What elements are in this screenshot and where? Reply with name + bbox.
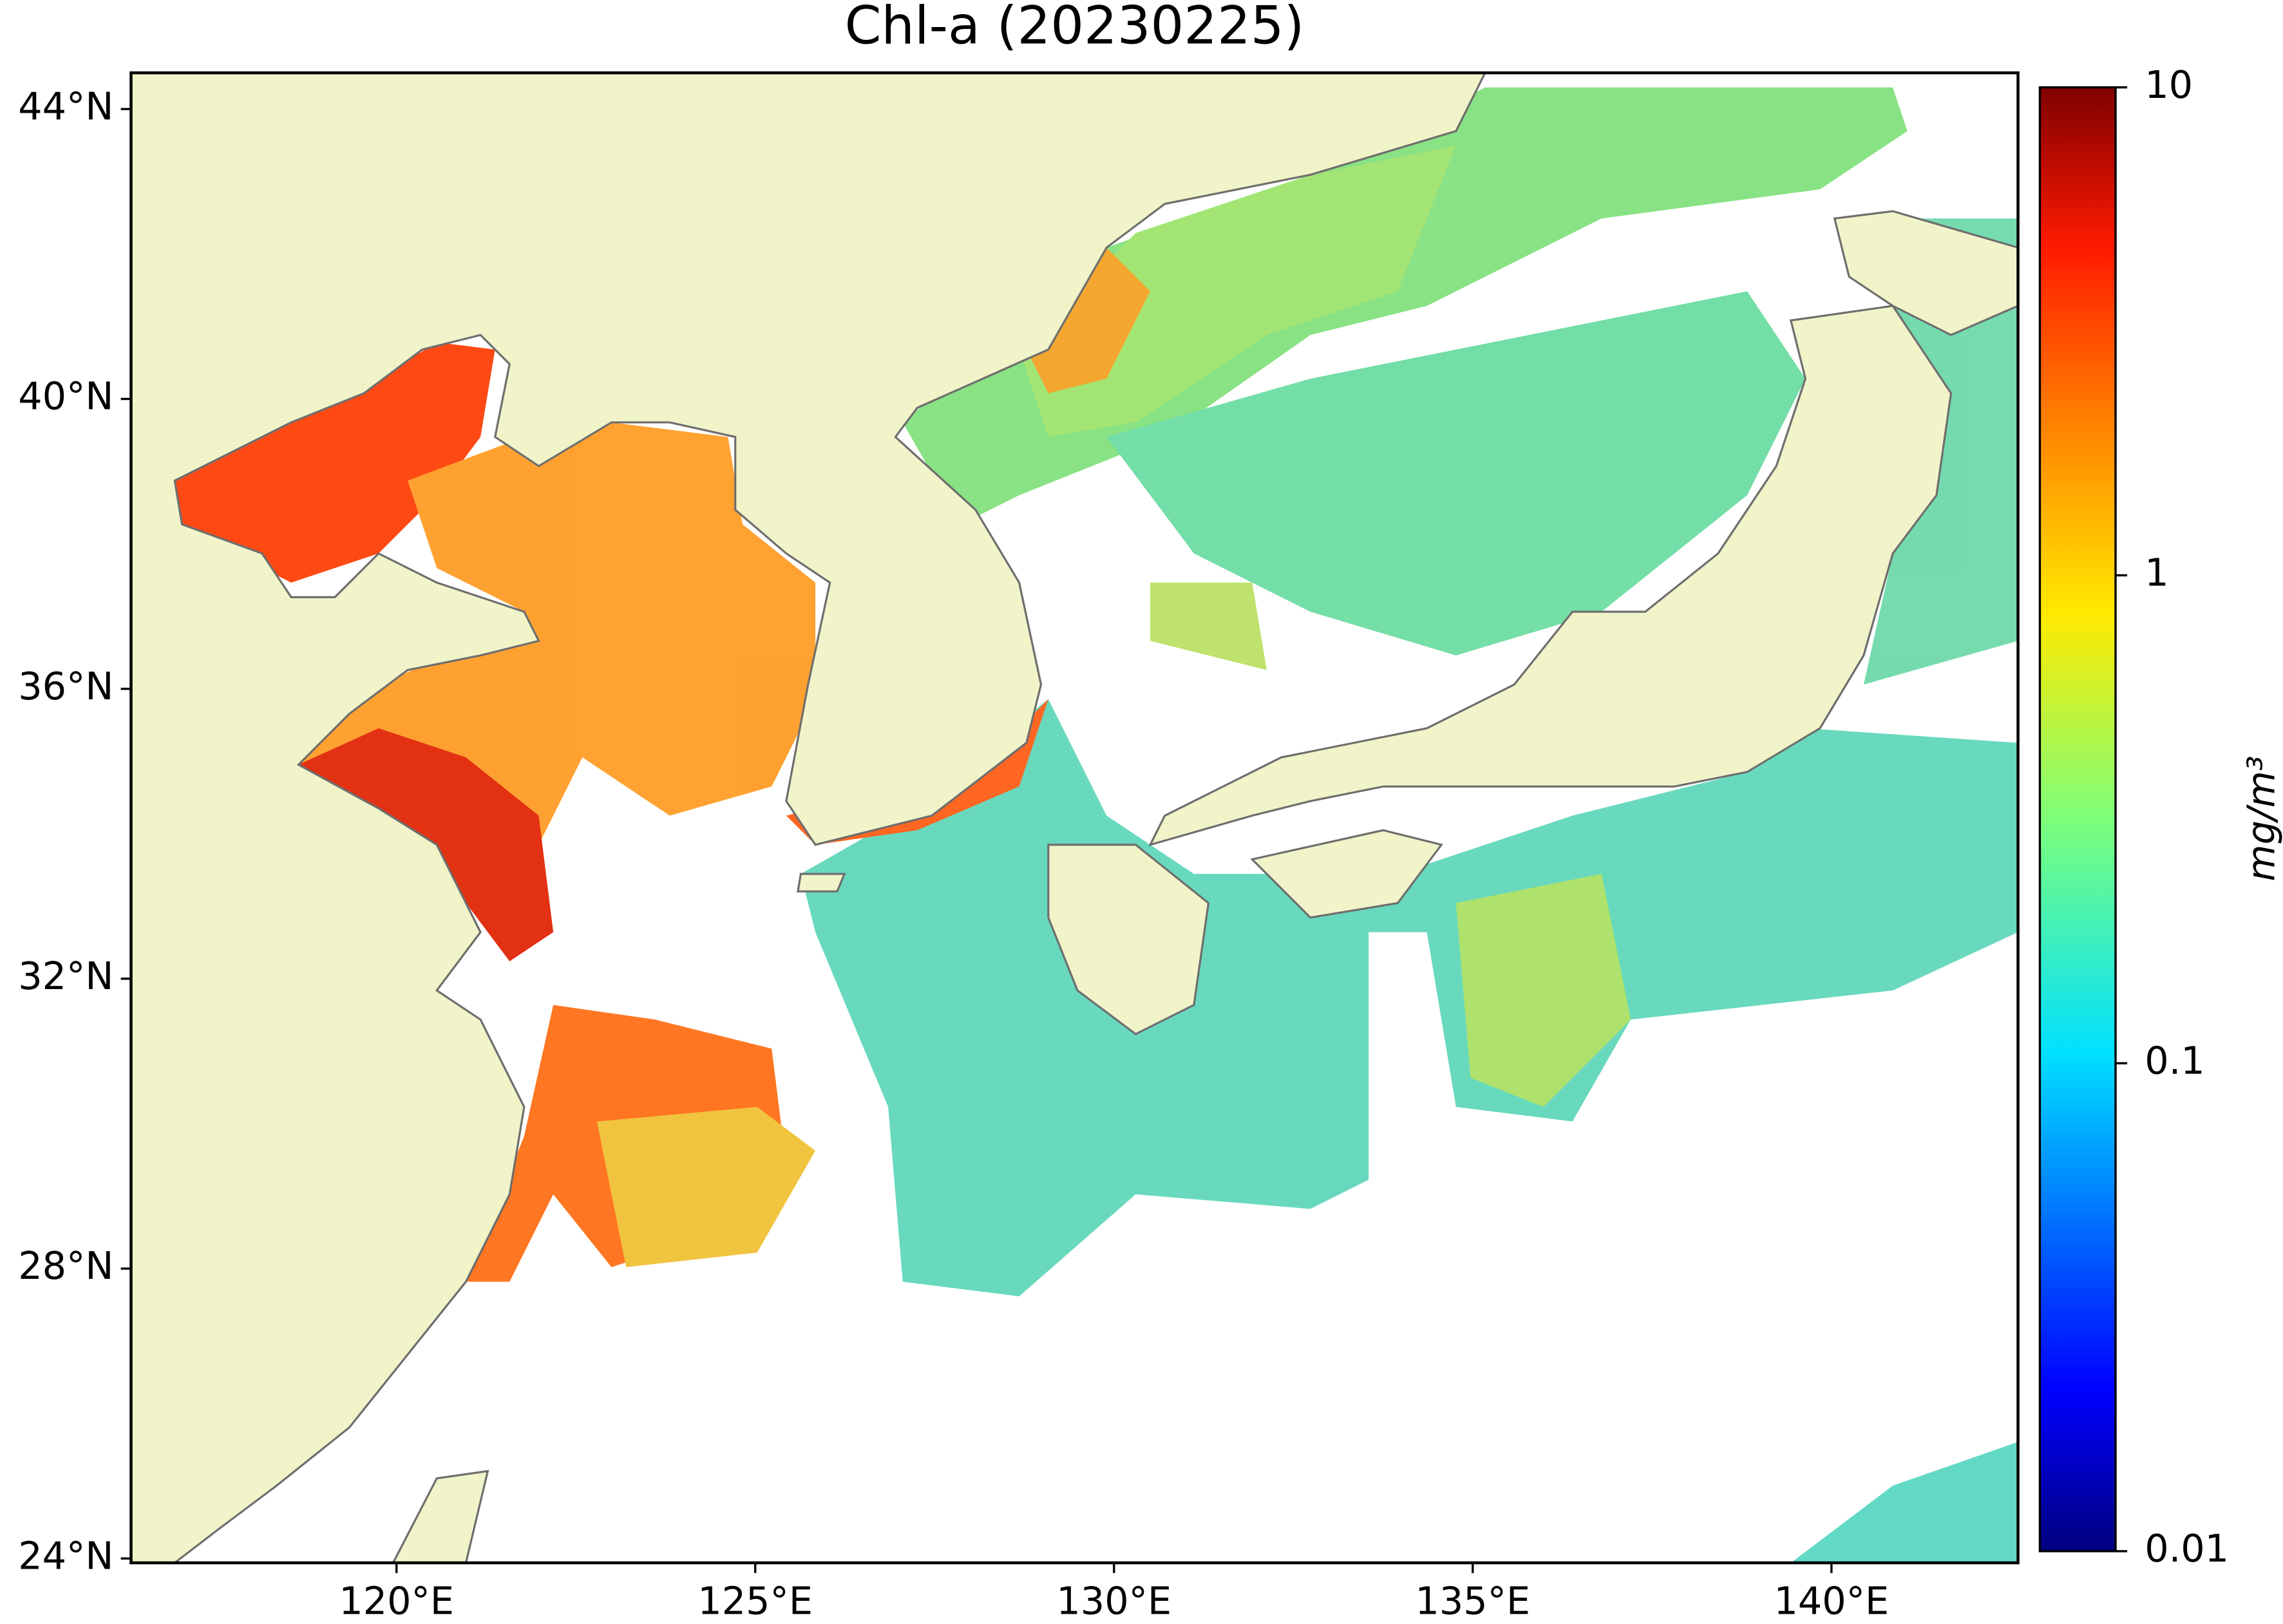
- y-tick-label: 36°N: [18, 664, 113, 708]
- chl-bohai: [175, 342, 495, 583]
- y-tick-label: 40°N: [18, 374, 113, 419]
- land-kyushu: [1047, 844, 1210, 1035]
- y-tick-label: 32°N: [18, 954, 113, 998]
- x-tick-label: 130°E: [1056, 1578, 1171, 1623]
- chl-coast-north: [1019, 146, 1456, 437]
- land-taiwan: [392, 1469, 489, 1563]
- land-asia: [131, 73, 1486, 1563]
- x-tick-label: 120°E: [339, 1578, 454, 1623]
- map-area: [131, 73, 2018, 1563]
- colorbar-tick-label: 1: [2145, 551, 2168, 595]
- chl-sea-of-japan-mid: [1106, 291, 1806, 656]
- chl-ecs-yellow: [596, 1107, 816, 1267]
- colorbar-label: mg/m³: [2239, 756, 2283, 882]
- chlorophyll-field: [175, 87, 2018, 1563]
- chl-sea-of-japan-north: [902, 87, 1908, 525]
- colorbar: [2038, 86, 2117, 1553]
- colorbar-tick-label: 0.01: [2145, 1526, 2229, 1571]
- land-shikoku: [1250, 829, 1443, 919]
- land-hokkaido: [1833, 210, 2018, 336]
- chl-patch-yellow: [1455, 874, 1631, 1108]
- y-tick-label: 44°N: [18, 84, 113, 128]
- x-tick-label: 125°E: [697, 1578, 813, 1623]
- x-tick-label: 140°E: [1774, 1578, 1890, 1623]
- chl-patch: [1150, 582, 1267, 670]
- colorbar-tick-label: 10: [2145, 62, 2193, 107]
- y-tick-label: 28°N: [18, 1243, 113, 1288]
- y-tick-label: 24°N: [18, 1533, 113, 1578]
- land-jeju: [797, 873, 846, 892]
- map-frame: [129, 71, 2020, 1565]
- chl-coast-orange: [1019, 247, 1151, 393]
- x-tick-label: 135°E: [1415, 1578, 1530, 1623]
- colorbar-tick-label: 0.1: [2145, 1038, 2204, 1082]
- land-honshu: [1148, 305, 1953, 847]
- map-title: Chl-a (20230225): [845, 0, 1305, 57]
- chl-pacific-south-east: [1790, 1442, 2018, 1563]
